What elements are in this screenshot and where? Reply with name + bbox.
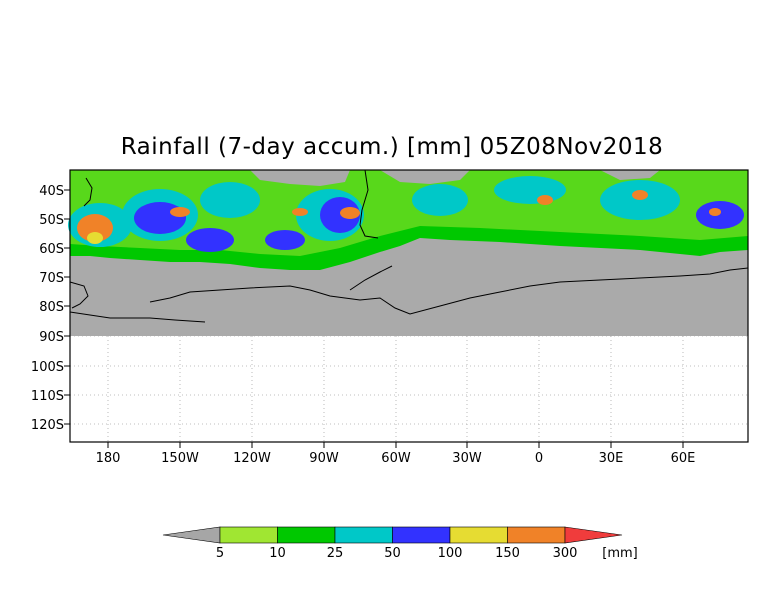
latitude-tick-label: 40S [39, 184, 64, 199]
legend-swatch [277, 526, 336, 544]
antarctic-peninsula [349, 265, 393, 291]
latitude-tick-label: 120S [31, 418, 64, 433]
rain-peak [709, 208, 721, 216]
rain-cell [134, 202, 186, 234]
coastline [69, 311, 206, 323]
legend-swatch [334, 526, 393, 544]
longitude-tick-label: 60E [671, 451, 696, 466]
legend-upper-arrow [564, 526, 623, 544]
legend-threshold-label: 50 [384, 546, 401, 561]
coastlines [69, 169, 749, 323]
rain-peak [340, 207, 360, 219]
legend-threshold-label: 300 [553, 546, 578, 561]
color-legend: 5 10 25 50 100 150 300 [mm] [162, 526, 638, 561]
no-data-patch [600, 170, 660, 180]
latitude-tick-label: 50S [39, 213, 64, 228]
latitude-tick-label: 110S [31, 389, 64, 404]
latitude-tick-label: 90S [39, 330, 64, 345]
rain-cell [200, 182, 260, 218]
rain-peak [170, 207, 190, 217]
rainfall-field [68, 170, 748, 336]
legend-swatch [507, 526, 566, 544]
rain-peak [632, 190, 648, 200]
latitude-tick-label: 100S [31, 360, 64, 375]
longitude-tick-label: 90W [309, 451, 339, 466]
longitude-axis: 180 150W 120W 90W 60W 30W 0 30E 60E [96, 451, 696, 466]
antarctica-coastline [149, 267, 749, 315]
legend-threshold-label: 5 [216, 546, 224, 561]
plot-frame [69, 169, 749, 443]
map-title: Rainfall (7-day accum.) [mm] 05Z08Nov201… [120, 134, 664, 160]
longitude-tick-label: 150W [161, 451, 199, 466]
map-grid [64, 189, 748, 448]
rain-peak [77, 214, 113, 242]
no-data-patch [250, 170, 350, 186]
legend-swatch [392, 526, 451, 544]
rain-peak [87, 232, 103, 244]
legend-swatch [449, 526, 508, 544]
rain-peak [292, 208, 308, 216]
legend-unit: [mm] [602, 546, 637, 561]
coastline [69, 281, 89, 309]
rain-cell [186, 228, 234, 252]
legend-threshold-label: 10 [269, 546, 286, 561]
rain-cell [265, 230, 305, 250]
legend-lower-arrow [162, 526, 221, 544]
rain-cell [412, 184, 468, 216]
no-data-patch [380, 170, 470, 184]
new-zealand-coastline [83, 177, 93, 207]
latitude-tick-label: 70S [39, 271, 64, 286]
latitude-tick-label: 60S [39, 242, 64, 257]
rain-cell [494, 176, 566, 204]
latitude-axis: 40S 50S 60S 70S 80S 90S 100S 110S 120S [31, 184, 64, 433]
legend-threshold-label: 150 [495, 546, 520, 561]
legend-threshold-label: 100 [438, 546, 463, 561]
south-america-coastline [359, 169, 379, 239]
legend-swatch [219, 526, 278, 544]
longitude-tick-label: 30W [452, 451, 482, 466]
rain-cell [696, 201, 744, 229]
latitude-tick-label: 80S [39, 300, 64, 315]
longitude-tick-label: 60W [381, 451, 411, 466]
rain-peak [537, 195, 553, 205]
legend-threshold-label: 25 [327, 546, 344, 561]
longitude-tick-label: 30E [599, 451, 624, 466]
longitude-tick-label: 120W [233, 451, 271, 466]
longitude-tick-label: 0 [535, 451, 543, 466]
longitude-tick-label: 180 [96, 451, 121, 466]
rain-cell [320, 197, 360, 233]
